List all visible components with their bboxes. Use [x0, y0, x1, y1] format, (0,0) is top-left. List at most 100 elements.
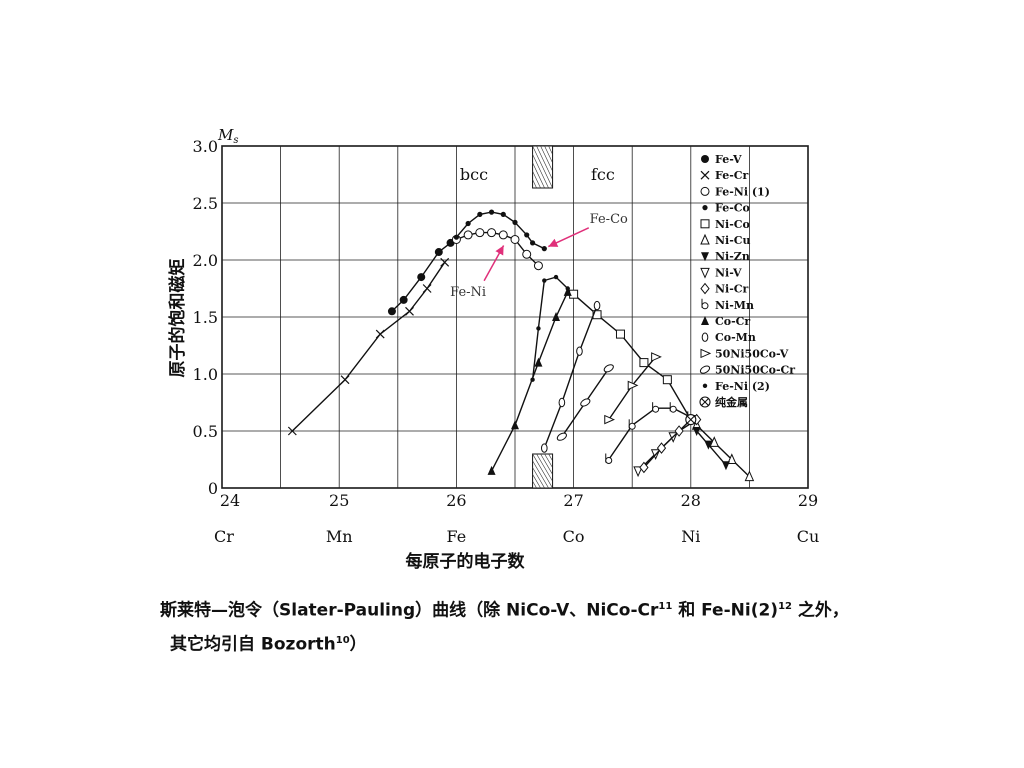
legend-item: Ni-Co	[700, 218, 750, 231]
hatch-line	[532, 480, 537, 488]
legend-label: Ni-Co	[715, 218, 750, 231]
y-tick-label: 3.0	[193, 137, 218, 156]
legend-item: Fe-Co	[702, 202, 750, 215]
data-point	[487, 228, 497, 238]
hatch-line	[532, 153, 549, 188]
hatch-line	[581, 454, 601, 488]
hatch-line	[544, 454, 553, 469]
data-point	[639, 461, 649, 474]
data-point	[662, 375, 672, 385]
data-point	[633, 466, 643, 478]
data-point	[702, 383, 708, 388]
data-point	[565, 286, 570, 291]
hatch-line	[493, 454, 513, 488]
x-tick-label: 26	[446, 491, 466, 510]
data-point	[465, 220, 471, 227]
cross-stroke	[686, 415, 695, 424]
data-point	[536, 326, 541, 331]
y-axis-symbol: Ms	[217, 126, 239, 146]
data-point	[552, 312, 561, 321]
caption-line1-ref2: 12	[778, 601, 792, 612]
series-pure-metal	[685, 414, 697, 426]
element-label: Mn	[326, 527, 353, 546]
caption-line2-ref: 10	[335, 634, 350, 646]
b-bowl	[628, 422, 636, 430]
hatch-line	[505, 146, 525, 188]
series-ni-cu	[691, 419, 755, 482]
legend-item: 50Ni50Co-V	[700, 347, 789, 360]
data-point	[656, 442, 667, 454]
legend-label: Ni-Cr	[715, 283, 749, 296]
data-point	[700, 170, 710, 180]
element-label: Fe	[447, 527, 467, 546]
data-point	[434, 248, 443, 257]
annotation-arrow-fe-ni	[483, 245, 505, 282]
caption-line2-main: 其它均引自 Bozorth	[170, 634, 336, 655]
legend-label: Fe-Ni (1)	[715, 185, 770, 198]
data-point	[700, 282, 710, 295]
data-point	[556, 432, 567, 441]
hatch-line	[497, 146, 517, 188]
region-label: bcc	[460, 165, 488, 184]
hatch-line	[497, 454, 517, 488]
hatch-line	[577, 454, 597, 488]
data-point	[375, 329, 385, 339]
data-point	[524, 232, 530, 238]
data-point	[701, 298, 709, 310]
data-point	[453, 234, 459, 240]
hatch-line	[493, 146, 513, 188]
legend-item: Fe-Cr	[700, 169, 749, 182]
x-tick-label: 29	[798, 491, 818, 510]
data-point	[417, 273, 426, 282]
data-point	[387, 307, 396, 316]
data-point	[692, 427, 701, 436]
y-tick-label: 0	[208, 479, 218, 498]
data-point	[651, 352, 662, 362]
legend-item: Co-Mn	[701, 331, 756, 344]
series-50ni50co-v	[604, 352, 662, 425]
x-tick-label: 28	[681, 491, 701, 510]
caption-line2: 其它均引自 Bozorth10）	[160, 626, 980, 660]
hatch-line	[552, 146, 553, 147]
series-co-cr	[487, 286, 572, 475]
legend-item: Ni-V	[700, 266, 742, 279]
data-point	[639, 358, 649, 368]
data-point	[700, 219, 710, 229]
cross-stroke	[422, 284, 432, 293]
legend-label: Fe-Cr	[715, 169, 749, 182]
hatch-line	[565, 454, 585, 488]
legend: Fe-V Fe-Cr Fe-Ni (1) Fe-Co Ni-Co Ni-Cu Ni-Zn Ni…	[699, 153, 795, 409]
data-point	[563, 286, 572, 296]
series-fe-co	[453, 209, 547, 252]
legend-label: 纯金属	[715, 395, 748, 409]
x-tick-label: 27	[563, 491, 583, 510]
legend-label: Ni-Mn	[715, 299, 754, 312]
data-point	[422, 284, 432, 293]
hatch-line	[573, 146, 593, 188]
data-point	[605, 453, 613, 464]
data-point	[700, 348, 712, 359]
x-axis-label: 每原子的电子数	[406, 551, 526, 572]
data-point	[593, 300, 601, 311]
data-point	[721, 461, 730, 471]
data-point	[744, 470, 755, 482]
element-label: Ni	[681, 527, 700, 546]
data-point	[709, 436, 720, 447]
series-50ni50co-cr	[556, 364, 614, 441]
x-tick-label: 24	[220, 491, 240, 510]
cross-stroke	[701, 398, 709, 406]
legend-item: Fe-V	[701, 153, 742, 166]
data-point	[500, 211, 506, 217]
element-label: Cu	[797, 527, 820, 546]
y-tick-label: 1.5	[193, 308, 218, 327]
cross-stroke	[340, 375, 350, 385]
data-point	[700, 233, 710, 245]
legend-item: Ni-Cu	[700, 233, 751, 247]
hatch-line	[532, 146, 553, 188]
data-point	[510, 234, 520, 244]
b-bowl	[669, 405, 677, 413]
data-point	[700, 186, 710, 196]
data-point	[533, 261, 543, 271]
b-bowl	[605, 457, 613, 464]
legend-label: 50Ni50Co-V	[715, 347, 789, 360]
